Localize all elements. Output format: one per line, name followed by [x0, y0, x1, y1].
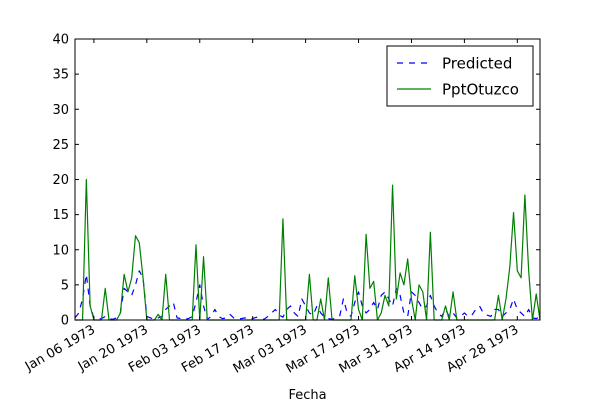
y-tick-label: 5 [61, 278, 69, 293]
y-tick-label: 40 [52, 33, 69, 48]
legend-box [386, 45, 534, 107]
y-tick-label: 30 [52, 103, 69, 118]
y-axis: 0 5 10 15 20 25 30 35 40 [52, 33, 540, 329]
y-tick-label: 10 [52, 243, 69, 258]
legend: Predicted PptOtuzco [386, 45, 534, 107]
x-axis-label: Fecha [288, 388, 326, 400]
y-tick-label: 35 [52, 68, 69, 83]
y-tick-label: 20 [52, 173, 69, 188]
series-line-predicted [74, 270, 541, 320]
legend-label-pptotuzco: PptOtuzco [442, 81, 519, 99]
y-tick-label: 15 [52, 208, 69, 223]
y-tick-label: 0 [61, 314, 69, 329]
legend-label-predicted: Predicted [442, 55, 512, 73]
y-tick-label: 25 [52, 138, 69, 153]
